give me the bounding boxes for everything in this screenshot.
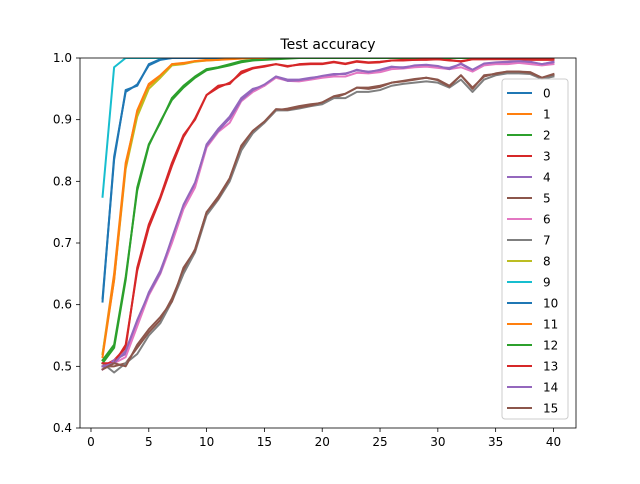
legend-label-15: 15 [543,402,558,416]
x-tick-label: 0 [87,435,95,449]
legend-label-4: 4 [543,171,551,185]
series-line-4 [101,60,555,371]
legend-label-10: 10 [543,297,558,311]
legend-label-3: 3 [543,150,551,164]
x-tick-label: 5 [145,435,153,449]
series-line-15 [101,70,555,371]
y-tick-label: 0.5 [53,359,72,373]
x-tick-label: 30 [430,435,445,449]
y-tick-label: 0.7 [53,236,72,250]
series-line-0 [101,58,555,300]
legend-label-6: 6 [543,213,551,227]
series-line-12 [101,58,555,362]
legend-label-14: 14 [543,381,558,395]
series-line-5 [101,70,555,368]
series-line-13 [101,58,555,365]
x-tick-label: 20 [315,435,330,449]
legend-label-2: 2 [543,129,551,143]
legend-label-9: 9 [543,276,551,290]
series-line-3 [101,58,555,368]
x-tick-label: 15 [257,435,272,449]
series-lines [101,58,555,374]
legend-label-7: 7 [543,234,551,248]
legend-label-5: 5 [543,192,551,206]
chart-title: Test accuracy [279,37,375,53]
y-tick-label: 1.0 [53,51,72,65]
series-line-2 [101,58,555,365]
legend-label-0: 0 [543,87,551,101]
x-tick-label: 10 [199,435,214,449]
x-tick-label: 40 [546,435,561,449]
y-tick-label: 0.9 [53,113,72,127]
y-tick-label: 0.4 [53,421,72,435]
y-tick-label: 0.6 [53,298,72,312]
x-tick-label: 35 [488,435,503,449]
series-line-10 [101,58,555,303]
y-axis: 0.4 0.5 0.6 0.7 0.8 0.9 1.0 [53,51,80,435]
legend-label-1: 1 [543,108,551,122]
y-tick-label: 0.8 [53,174,72,188]
series-line-6 [101,61,555,371]
legend-label-13: 13 [543,360,558,374]
series-line-14 [101,60,555,368]
x-tick-label: 25 [372,435,387,449]
series-line-11 [101,58,555,359]
legend-label-8: 8 [543,255,551,269]
series-line-7 [101,72,555,374]
legend-label-11: 11 [543,318,558,332]
legend-box [501,78,569,420]
x-axis: 0 5 10 15 20 25 30 35 40 [87,428,561,449]
legend-label-12: 12 [543,339,558,353]
